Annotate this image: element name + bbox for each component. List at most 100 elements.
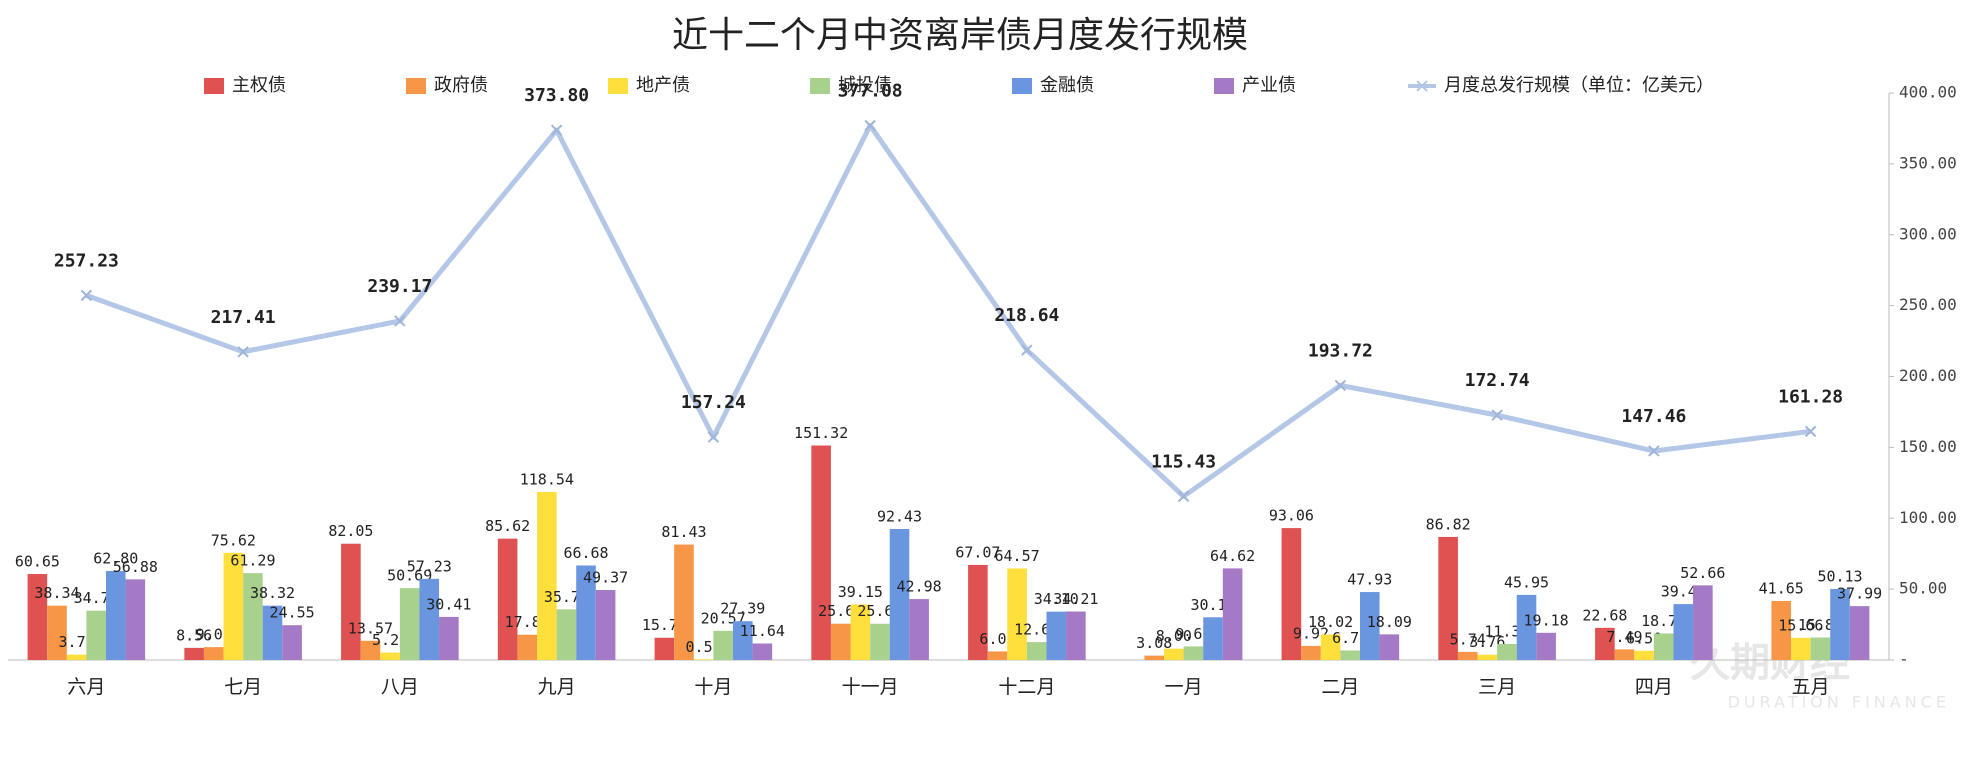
value-label: 8.00 xyxy=(1156,627,1192,645)
y-tick-label: 100.00 xyxy=(1899,508,1957,527)
value-label: 9.07 xyxy=(196,626,232,644)
value-label: 7.49 xyxy=(1606,628,1642,646)
value-label: 49.37 xyxy=(583,569,628,587)
bar xyxy=(1183,646,1204,660)
bar xyxy=(909,599,929,660)
chart-title: 近十二个月中资离岸债月度发行规模 xyxy=(672,15,1248,56)
line-marker xyxy=(1804,425,1817,438)
x-tick-label: 三月 xyxy=(1478,676,1516,698)
legend-swatch xyxy=(608,78,628,94)
legend-label: 地产债 xyxy=(636,75,690,96)
value-label: 38.32 xyxy=(250,584,295,602)
value-label: 56.88 xyxy=(113,558,158,576)
bar xyxy=(66,654,87,660)
bar xyxy=(1046,611,1067,660)
bar xyxy=(105,570,126,660)
y-tick-label: 300.00 xyxy=(1899,224,1957,243)
bar xyxy=(497,538,518,660)
bar xyxy=(987,651,1008,660)
bar xyxy=(1810,637,1831,660)
value-label: 151.32 xyxy=(794,424,848,442)
bar xyxy=(1791,637,1811,660)
x-tick-label: 六月 xyxy=(67,676,105,698)
value-label: 75.62 xyxy=(211,531,256,549)
x-tick-label: 十二月 xyxy=(998,676,1055,698)
value-label: 62.80 xyxy=(93,549,138,567)
bar xyxy=(1849,606,1870,660)
bar xyxy=(360,640,381,660)
bar xyxy=(1026,642,1047,660)
x-tick-label: 八月 xyxy=(381,676,419,698)
bar xyxy=(713,630,733,660)
value-label: 81.43 xyxy=(661,523,706,541)
legend-swatch xyxy=(1214,78,1234,94)
bar xyxy=(1066,611,1086,660)
value-label: 34.10 xyxy=(1034,590,1079,608)
line-marker xyxy=(550,124,563,136)
bar xyxy=(1301,645,1321,660)
value-label: 18.09 xyxy=(1367,613,1412,631)
y-tick-label: 250.00 xyxy=(1899,295,1957,314)
line-value-label: 193.72 xyxy=(1308,340,1373,361)
value-label: 47.93 xyxy=(1347,571,1392,589)
value-label: 64.62 xyxy=(1210,547,1255,565)
bar xyxy=(595,590,616,660)
y-tick-label: 350.00 xyxy=(1899,153,1957,172)
line xyxy=(85,122,1811,499)
bar xyxy=(1595,627,1615,660)
line-marker xyxy=(80,289,93,302)
bar xyxy=(1830,588,1850,660)
x-tick-label: 九月 xyxy=(538,676,576,698)
bar xyxy=(86,610,106,660)
legend-label: 政府债 xyxy=(434,75,488,96)
bar xyxy=(282,625,302,660)
bar xyxy=(399,588,420,660)
value-label: 67.07 xyxy=(955,543,1000,561)
bar xyxy=(654,637,675,660)
y-tick-label: 50.00 xyxy=(1899,579,1947,598)
x-tick-label: 十月 xyxy=(694,676,732,698)
line-marker xyxy=(707,431,720,443)
bar xyxy=(850,604,871,660)
value-label: 6.71 xyxy=(1332,629,1368,647)
value-label: 6.07 xyxy=(979,630,1015,648)
value-label: 9.92 xyxy=(1293,624,1329,642)
value-label: 60.65 xyxy=(15,553,60,571)
value-label: 39.15 xyxy=(838,583,883,601)
y-tick-label: 200.00 xyxy=(1899,366,1957,385)
legend-label: 产业债 xyxy=(1242,75,1296,96)
bar xyxy=(1359,592,1380,660)
value-label: 19.18 xyxy=(1524,611,1569,629)
line-marker xyxy=(1177,490,1190,503)
line-value-label: 257.23 xyxy=(54,250,119,271)
legend-marker xyxy=(1416,80,1428,92)
value-label: 5.22 xyxy=(372,631,408,649)
value-label: 0.50 xyxy=(686,638,722,656)
line-marker xyxy=(1334,379,1347,392)
value-label: 82.05 xyxy=(328,522,373,540)
line-value-label: 217.41 xyxy=(211,307,276,328)
bar xyxy=(576,565,596,660)
legend-swatch xyxy=(204,78,224,94)
value-label: 27.39 xyxy=(720,600,765,618)
value-label: 3.76 xyxy=(1469,633,1505,651)
bar xyxy=(674,544,694,660)
line-marker xyxy=(1648,445,1660,457)
bar xyxy=(439,616,459,660)
line-value-label: 115.43 xyxy=(1151,451,1216,472)
bar xyxy=(1634,650,1654,660)
line-value-label: 373.80 xyxy=(524,85,589,106)
line-value-label: 157.24 xyxy=(681,392,746,413)
x-tick-label: 五月 xyxy=(1792,676,1830,698)
value-label: 64.57 xyxy=(995,547,1040,565)
bar xyxy=(380,652,400,660)
value-label: 45.95 xyxy=(1504,573,1549,591)
value-label: 3.08 xyxy=(1136,634,1172,652)
x-tick-label: 一月 xyxy=(1165,676,1203,698)
bar xyxy=(47,605,67,660)
bar xyxy=(243,573,263,660)
line-marker xyxy=(864,119,876,132)
bar xyxy=(184,647,204,660)
value-label: 57.23 xyxy=(407,557,452,575)
